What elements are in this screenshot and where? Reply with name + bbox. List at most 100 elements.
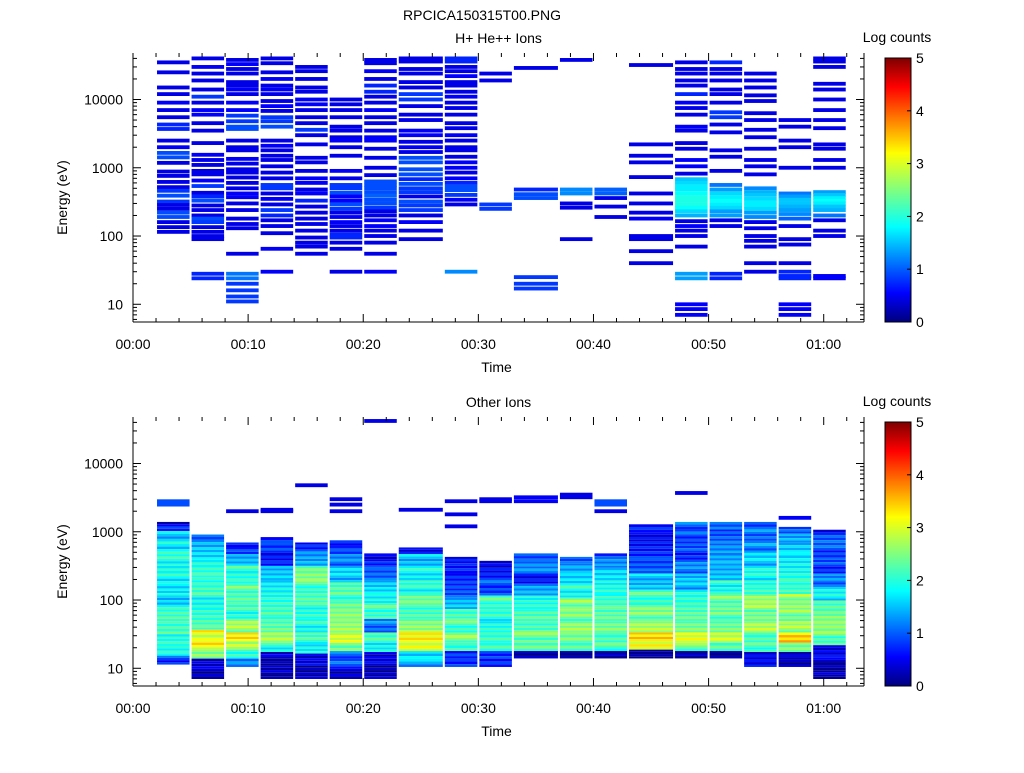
heatmap-cell: [594, 605, 628, 608]
heatmap-cell: [398, 128, 443, 133]
heatmap-cell: [226, 127, 259, 131]
heatmap-cell: [226, 509, 259, 514]
heatmap-cell: [444, 588, 478, 591]
heatmap-cell: [444, 625, 478, 628]
heatmap-cell: [260, 651, 294, 655]
heatmap-cell: [226, 271, 259, 276]
heatmap-cell: [157, 546, 190, 550]
heatmap-cell: [778, 145, 812, 150]
heatmap-cell: [675, 599, 708, 603]
heatmap-cell: [191, 178, 225, 183]
heatmap-cell: [157, 229, 190, 234]
heatmap-cell: [157, 499, 190, 504]
heatmap-cell: [364, 656, 397, 659]
heatmap-cell: [191, 582, 225, 586]
heatmap-cell: [559, 237, 593, 242]
heatmap-cell: [444, 138, 478, 143]
heatmap-cell: [226, 170, 259, 175]
heatmap-cell: [260, 202, 294, 207]
heatmap-cell: [364, 577, 397, 581]
heatmap-cell: [295, 623, 328, 626]
heatmap-cell: [329, 645, 363, 649]
heatmap-cell: [226, 191, 259, 196]
heatmap-cell: [479, 656, 512, 659]
heatmap-cell: [594, 191, 628, 196]
heatmap-cell: [709, 531, 743, 535]
heatmap-cell: [559, 191, 593, 196]
heatmap-cell: [594, 635, 628, 638]
heatmap-cell: [260, 587, 294, 591]
heatmap-cell: [629, 585, 674, 588]
heatmap-cell: [329, 543, 363, 546]
heatmap-cell: [329, 621, 363, 624]
heatmap-cell: [260, 672, 294, 675]
heatmap-cell: [398, 653, 443, 657]
heatmap-cell: [744, 71, 777, 76]
heatmap-cell: [778, 627, 812, 631]
heatmap-cell: [191, 172, 225, 177]
heatmap-cell: [191, 663, 225, 667]
heatmap-cell: [226, 554, 259, 557]
heatmap-cell: [157, 225, 190, 230]
heatmap-cell: [675, 648, 708, 652]
heatmap-cell: [444, 578, 478, 581]
heatmap-cell: [778, 642, 812, 646]
heatmap-cell: [295, 102, 328, 107]
heatmap-cell: [675, 642, 708, 646]
heatmap-cell: [559, 201, 593, 206]
colorbar-tick-label: 1: [916, 625, 924, 641]
heatmap-cell: [629, 551, 674, 554]
heatmap-cell: [513, 499, 558, 504]
heatmap-cell: [226, 299, 259, 304]
heatmap-cell: [398, 640, 443, 643]
heatmap-cell: [778, 526, 812, 530]
heatmap-cell: [260, 509, 294, 514]
heatmap-cell: [398, 648, 443, 652]
heatmap-cell: [744, 573, 777, 576]
heatmap-cell: [295, 611, 328, 615]
heatmap-cell: [226, 100, 259, 105]
heatmap-cell: [191, 649, 225, 652]
heatmap-cell: [778, 623, 812, 626]
heatmap-cell: [295, 644, 328, 647]
heatmap-cell: [444, 100, 478, 105]
heatmap-cell: [559, 580, 593, 584]
heatmap-cell: [226, 208, 259, 212]
heatmap-cell: [778, 201, 812, 206]
heatmap-cell: [778, 578, 812, 581]
colorbar-label: Log counts: [863, 29, 932, 45]
heatmap-cell: [398, 160, 443, 165]
heatmap-cell: [444, 106, 478, 110]
heatmap-cell: [675, 541, 708, 544]
heatmap-cell: [191, 599, 225, 603]
heatmap-cell: [813, 676, 846, 679]
heatmap-cell: [479, 653, 512, 657]
heatmap-cell: [594, 623, 628, 626]
heatmap-cell: [744, 193, 777, 197]
heatmap-cell: [675, 224, 708, 228]
heatmap-cell: [295, 563, 328, 566]
heatmap-cell: [629, 565, 674, 569]
heatmap-cell: [364, 609, 397, 613]
heatmap-cell: [364, 193, 397, 198]
heatmap-cell: [813, 213, 846, 218]
heatmap-cell: [479, 575, 512, 578]
heatmap-cell: [744, 220, 777, 224]
heatmap-cell: [778, 261, 812, 266]
heatmap-cell: [398, 558, 443, 562]
heatmap-cell: [513, 613, 558, 617]
heatmap-cell: [778, 657, 812, 660]
heatmap-cell: [513, 627, 558, 631]
heatmap-cell: [813, 568, 846, 572]
heatmap-cell: [744, 135, 777, 140]
heatmap-cell: [191, 128, 225, 133]
heatmap-cell: [329, 565, 363, 569]
heatmap-cell: [329, 128, 363, 133]
heatmap-cell: [226, 556, 259, 559]
heatmap-cell: [260, 547, 294, 551]
heatmap-cell: [675, 228, 708, 233]
heatmap-cell: [260, 148, 294, 153]
heatmap-cell: [479, 587, 512, 591]
heatmap-cell: [295, 127, 328, 132]
